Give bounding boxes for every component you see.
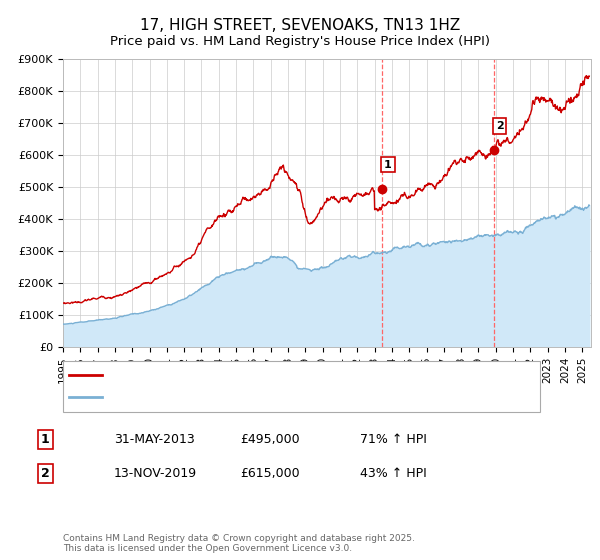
Text: 2: 2 [41, 466, 49, 480]
Text: Contains HM Land Registry data © Crown copyright and database right 2025.
This d: Contains HM Land Registry data © Crown c… [63, 534, 415, 553]
Text: 43% ↑ HPI: 43% ↑ HPI [360, 466, 427, 480]
Text: £615,000: £615,000 [240, 466, 299, 480]
Text: 2: 2 [496, 121, 503, 131]
Text: 17, HIGH STREET, SEVENOAKS, TN13 1HZ (semi-detached house): 17, HIGH STREET, SEVENOAKS, TN13 1HZ (se… [107, 370, 472, 380]
Text: 71% ↑ HPI: 71% ↑ HPI [360, 433, 427, 446]
Text: 31-MAY-2013: 31-MAY-2013 [114, 433, 195, 446]
Text: 13-NOV-2019: 13-NOV-2019 [114, 466, 197, 480]
Text: 17, HIGH STREET, SEVENOAKS, TN13 1HZ: 17, HIGH STREET, SEVENOAKS, TN13 1HZ [140, 18, 460, 32]
Text: 1: 1 [41, 433, 49, 446]
Text: 1: 1 [384, 160, 392, 170]
Text: HPI: Average price, semi-detached house, Sevenoaks: HPI: Average price, semi-detached house,… [107, 393, 404, 403]
Text: £495,000: £495,000 [240, 433, 299, 446]
Text: Price paid vs. HM Land Registry's House Price Index (HPI): Price paid vs. HM Land Registry's House … [110, 35, 490, 49]
